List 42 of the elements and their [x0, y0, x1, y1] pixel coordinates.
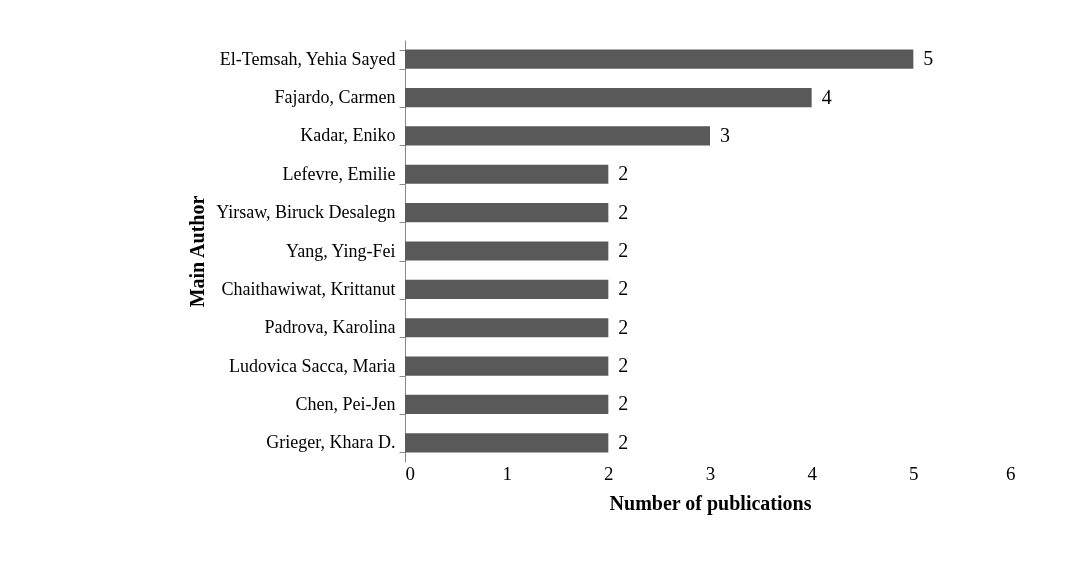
x-tick-label: 1 — [502, 462, 512, 484]
y-tick-label: Lefevre, Emilie — [282, 163, 396, 184]
data-label: 3 — [720, 123, 730, 146]
x-tick-label: 3 — [705, 462, 716, 484]
x-tick-label: 4 — [807, 462, 818, 484]
bar — [405, 164, 609, 184]
bar — [405, 394, 609, 415]
data-label: 2 — [618, 430, 629, 453]
bar — [405, 87, 812, 108]
data-label: 2 — [618, 239, 629, 261]
x-tick-label: 6 — [1006, 462, 1016, 484]
y-tick-label: Fajardo, Carmen — [274, 87, 396, 108]
data-label: 2 — [618, 392, 629, 415]
data-label: 2 — [618, 200, 629, 223]
data-label: 4 — [821, 85, 832, 108]
x-axis-title: Number of publications — [609, 491, 812, 515]
data-label: 2 — [618, 162, 629, 185]
y-tick-label: El-Temsah, Yehia Sayed — [219, 48, 396, 69]
y-tick-label: Ludovica Sacca, Maria — [229, 355, 396, 376]
bar — [405, 433, 609, 453]
y-tick-label: Grieger, Khara D. — [266, 432, 396, 453]
y-tick-label: Yang, Ying-Fei — [285, 240, 396, 261]
bar — [405, 279, 609, 299]
x-tick-label: 0 — [405, 462, 415, 484]
data-label: 5 — [923, 47, 934, 70]
y-tick-label: Kadar, Eniko — [300, 125, 396, 146]
bar — [405, 356, 609, 376]
y-tick-label: Padrova, Karolina — [264, 317, 396, 338]
y-tick-label: Chaithawiwat, Krittanut — [221, 278, 396, 299]
bar — [405, 203, 609, 223]
bar — [405, 126, 710, 146]
y-axis-title: Main Author — [186, 195, 209, 308]
bar — [405, 241, 609, 261]
bar — [405, 49, 914, 69]
x-tick-label: 2 — [604, 462, 614, 484]
data-label: 2 — [618, 277, 629, 300]
data-label: 2 — [618, 315, 629, 338]
bar — [405, 318, 609, 338]
y-tick-label: Yirsaw, Biruck Desalegn — [216, 202, 396, 223]
y-tick-label: Chen, Pei-Jen — [295, 393, 396, 414]
data-label: 2 — [618, 354, 629, 377]
x-tick-label: 5 — [909, 462, 919, 484]
